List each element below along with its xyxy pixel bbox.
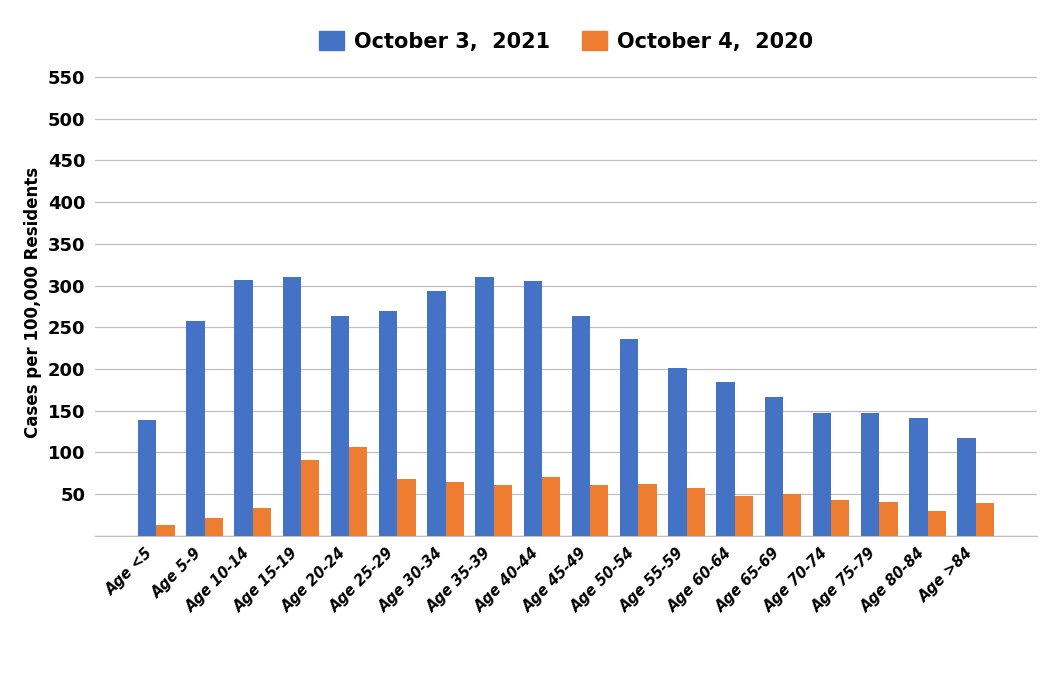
Bar (928, 511, 946, 536)
Bar (300, 460, 320, 536)
Bar (445, 482, 463, 536)
Bar (204, 517, 223, 536)
Bar (494, 485, 512, 536)
Bar (975, 504, 995, 536)
Bar (638, 484, 657, 536)
Bar (590, 485, 608, 536)
Bar (282, 278, 300, 536)
Bar (765, 397, 783, 536)
Bar (571, 315, 590, 536)
Bar (157, 525, 175, 536)
Bar (349, 447, 367, 536)
Bar (524, 282, 542, 536)
Bar (687, 488, 705, 536)
Bar (861, 413, 879, 536)
Bar (427, 291, 445, 536)
Bar (620, 339, 638, 536)
Bar (398, 479, 416, 536)
Bar (186, 321, 204, 536)
Bar (331, 315, 349, 536)
Bar (669, 368, 687, 536)
Bar (379, 311, 398, 536)
Bar (879, 502, 897, 536)
Bar (138, 420, 157, 536)
Bar (909, 418, 928, 536)
Bar (832, 500, 850, 536)
Bar (734, 496, 753, 536)
Bar (716, 383, 734, 536)
Bar (813, 413, 832, 536)
Legend: October 3,  2021, October 4,  2020: October 3, 2021, October 4, 2020 (311, 23, 821, 60)
Bar (253, 508, 271, 536)
Bar (783, 494, 801, 536)
Bar (957, 438, 975, 536)
Bar (542, 477, 561, 536)
Bar (235, 280, 253, 536)
Bar (475, 278, 494, 536)
Y-axis label: Cases per 100,000 Residents: Cases per 100,000 Residents (24, 167, 42, 438)
